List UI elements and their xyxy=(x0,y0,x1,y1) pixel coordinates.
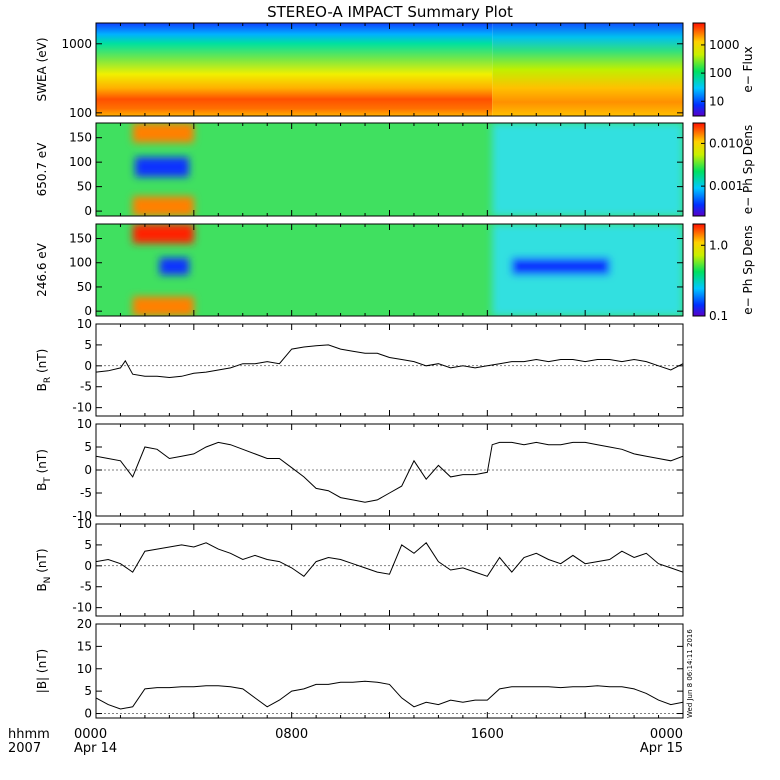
y-tick-label: 100 xyxy=(69,256,92,270)
x-tick-date-label: Apr 14 xyxy=(74,741,117,756)
pad-feature xyxy=(132,224,194,244)
colorbar-tick-label: 0.1 xyxy=(709,309,728,323)
colorbar-frame xyxy=(692,22,706,117)
y-tick-label: -10 xyxy=(72,509,92,523)
y-axis-label: |B| (nT) xyxy=(35,649,49,693)
pad-feature xyxy=(135,157,189,177)
y-tick-label: 10 xyxy=(77,417,92,431)
pad-feature xyxy=(159,257,189,275)
y-tick-label: 0 xyxy=(84,304,92,318)
figure-title: STEREO-A IMPACT Summary Plot xyxy=(267,3,513,21)
colorbar xyxy=(693,123,705,216)
pad-feature xyxy=(132,296,194,316)
y-tick-label: 50 xyxy=(77,180,92,194)
x-tick-label: 0000 xyxy=(74,727,107,742)
y-tick-label: 5 xyxy=(84,538,92,552)
panel-bn: 10 5 0 -5 -10 BN (nT) xyxy=(35,517,684,617)
colorbar-tick-label: 0.001 xyxy=(709,179,743,193)
swea-spectrogram-late xyxy=(492,23,683,116)
pad-feature xyxy=(132,196,194,216)
y-tick-label: -10 xyxy=(72,601,92,615)
y-tick-label: 5 xyxy=(84,684,92,698)
y-tick-label: -5 xyxy=(80,380,92,394)
y-tick-label: 10 xyxy=(77,317,92,331)
panel-pad246: 0 50 100 150 246.6 eV 0.1 1.0 e− Ph Sp Dens xyxy=(35,223,755,323)
pad-feature xyxy=(132,123,194,143)
colorbar-tick-label: 10 xyxy=(709,94,724,108)
x-axis-label-hhmm: hhmm xyxy=(8,727,50,742)
y-tick-label: 10 xyxy=(77,662,92,676)
bmag-line xyxy=(96,680,683,710)
y-tick-label: -10 xyxy=(72,401,92,415)
panel-bmag: 20 15 10 5 0 |B| (nT) xyxy=(35,617,684,721)
x-tick-date-label: Apr 15 xyxy=(640,741,683,756)
br-line xyxy=(96,344,683,379)
colorbar-tick-label: 100 xyxy=(709,66,732,80)
y-tick-label: 10 xyxy=(77,517,92,531)
bn-line xyxy=(96,542,683,577)
swea-spectrogram-early xyxy=(96,23,493,116)
colorbar-frame xyxy=(692,223,706,317)
y-tick-label: 150 xyxy=(69,131,92,145)
y-tick-label: -5 xyxy=(80,580,92,594)
y-tick-label: 15 xyxy=(77,639,92,653)
y-tick-label: 50 xyxy=(77,280,92,294)
y-tick-label: 0 xyxy=(84,463,92,477)
colorbar xyxy=(693,23,705,116)
panel-br: 10 5 0 -5 -10 BR (nT) xyxy=(35,317,684,417)
colorbar-tick-label: 0.010 xyxy=(709,136,743,150)
bt-line xyxy=(96,441,683,503)
y-tick-label: 0 xyxy=(84,559,92,573)
y-tick-label: 5 xyxy=(84,338,92,352)
colorbar-label: e− Flux xyxy=(741,46,755,92)
y-tick-label: 0 xyxy=(84,707,92,721)
x-axis-label-year: 2007 xyxy=(8,741,41,756)
pad-feature xyxy=(511,257,610,275)
y-tick-label: 0 xyxy=(84,359,92,373)
panel-frame xyxy=(95,323,684,417)
colorbar-label: e− Ph Sp Dens xyxy=(741,225,755,314)
x-tick-label: 0800 xyxy=(275,727,308,742)
y-tick-label: 5 xyxy=(84,440,92,454)
y-axis-label: BT (nT) xyxy=(35,449,53,491)
pad-feature xyxy=(492,123,683,216)
y-axis-label: SWEA (eV) xyxy=(35,37,49,101)
timestamp-label: Wed Jun 8 06:14:11 2016 xyxy=(686,629,694,718)
y-axis-label: 650.7 eV xyxy=(35,142,49,197)
x-tick-label: 0000 xyxy=(650,727,683,742)
y-tick-label: 20 xyxy=(77,617,92,631)
y-tick-label: 1000 xyxy=(61,37,92,51)
y-tick-label: -5 xyxy=(80,486,92,500)
y-axis-label: BN (nT) xyxy=(35,548,53,591)
colorbar-tick-label: 1.0 xyxy=(709,238,728,252)
y-tick-label: 100 xyxy=(69,106,92,120)
panel-frame xyxy=(95,623,684,719)
colorbar-frame xyxy=(692,122,706,217)
panel-bt: 10 5 0 -5 -10 BT (nT) xyxy=(35,417,684,523)
y-axis-label: BR (nT) xyxy=(35,349,53,392)
colorbar xyxy=(693,224,705,316)
x-tick-label: 1600 xyxy=(471,727,504,742)
colorbar-label: e− Ph Sp Dens xyxy=(741,125,755,214)
y-tick-label: 0 xyxy=(84,204,92,218)
y-axis-label: 246.6 eV xyxy=(35,242,49,297)
panel-frame xyxy=(95,523,684,617)
y-tick-label: 150 xyxy=(69,232,92,246)
colorbar-tick-label: 1000 xyxy=(709,38,740,52)
y-tick-label: 100 xyxy=(69,155,92,169)
